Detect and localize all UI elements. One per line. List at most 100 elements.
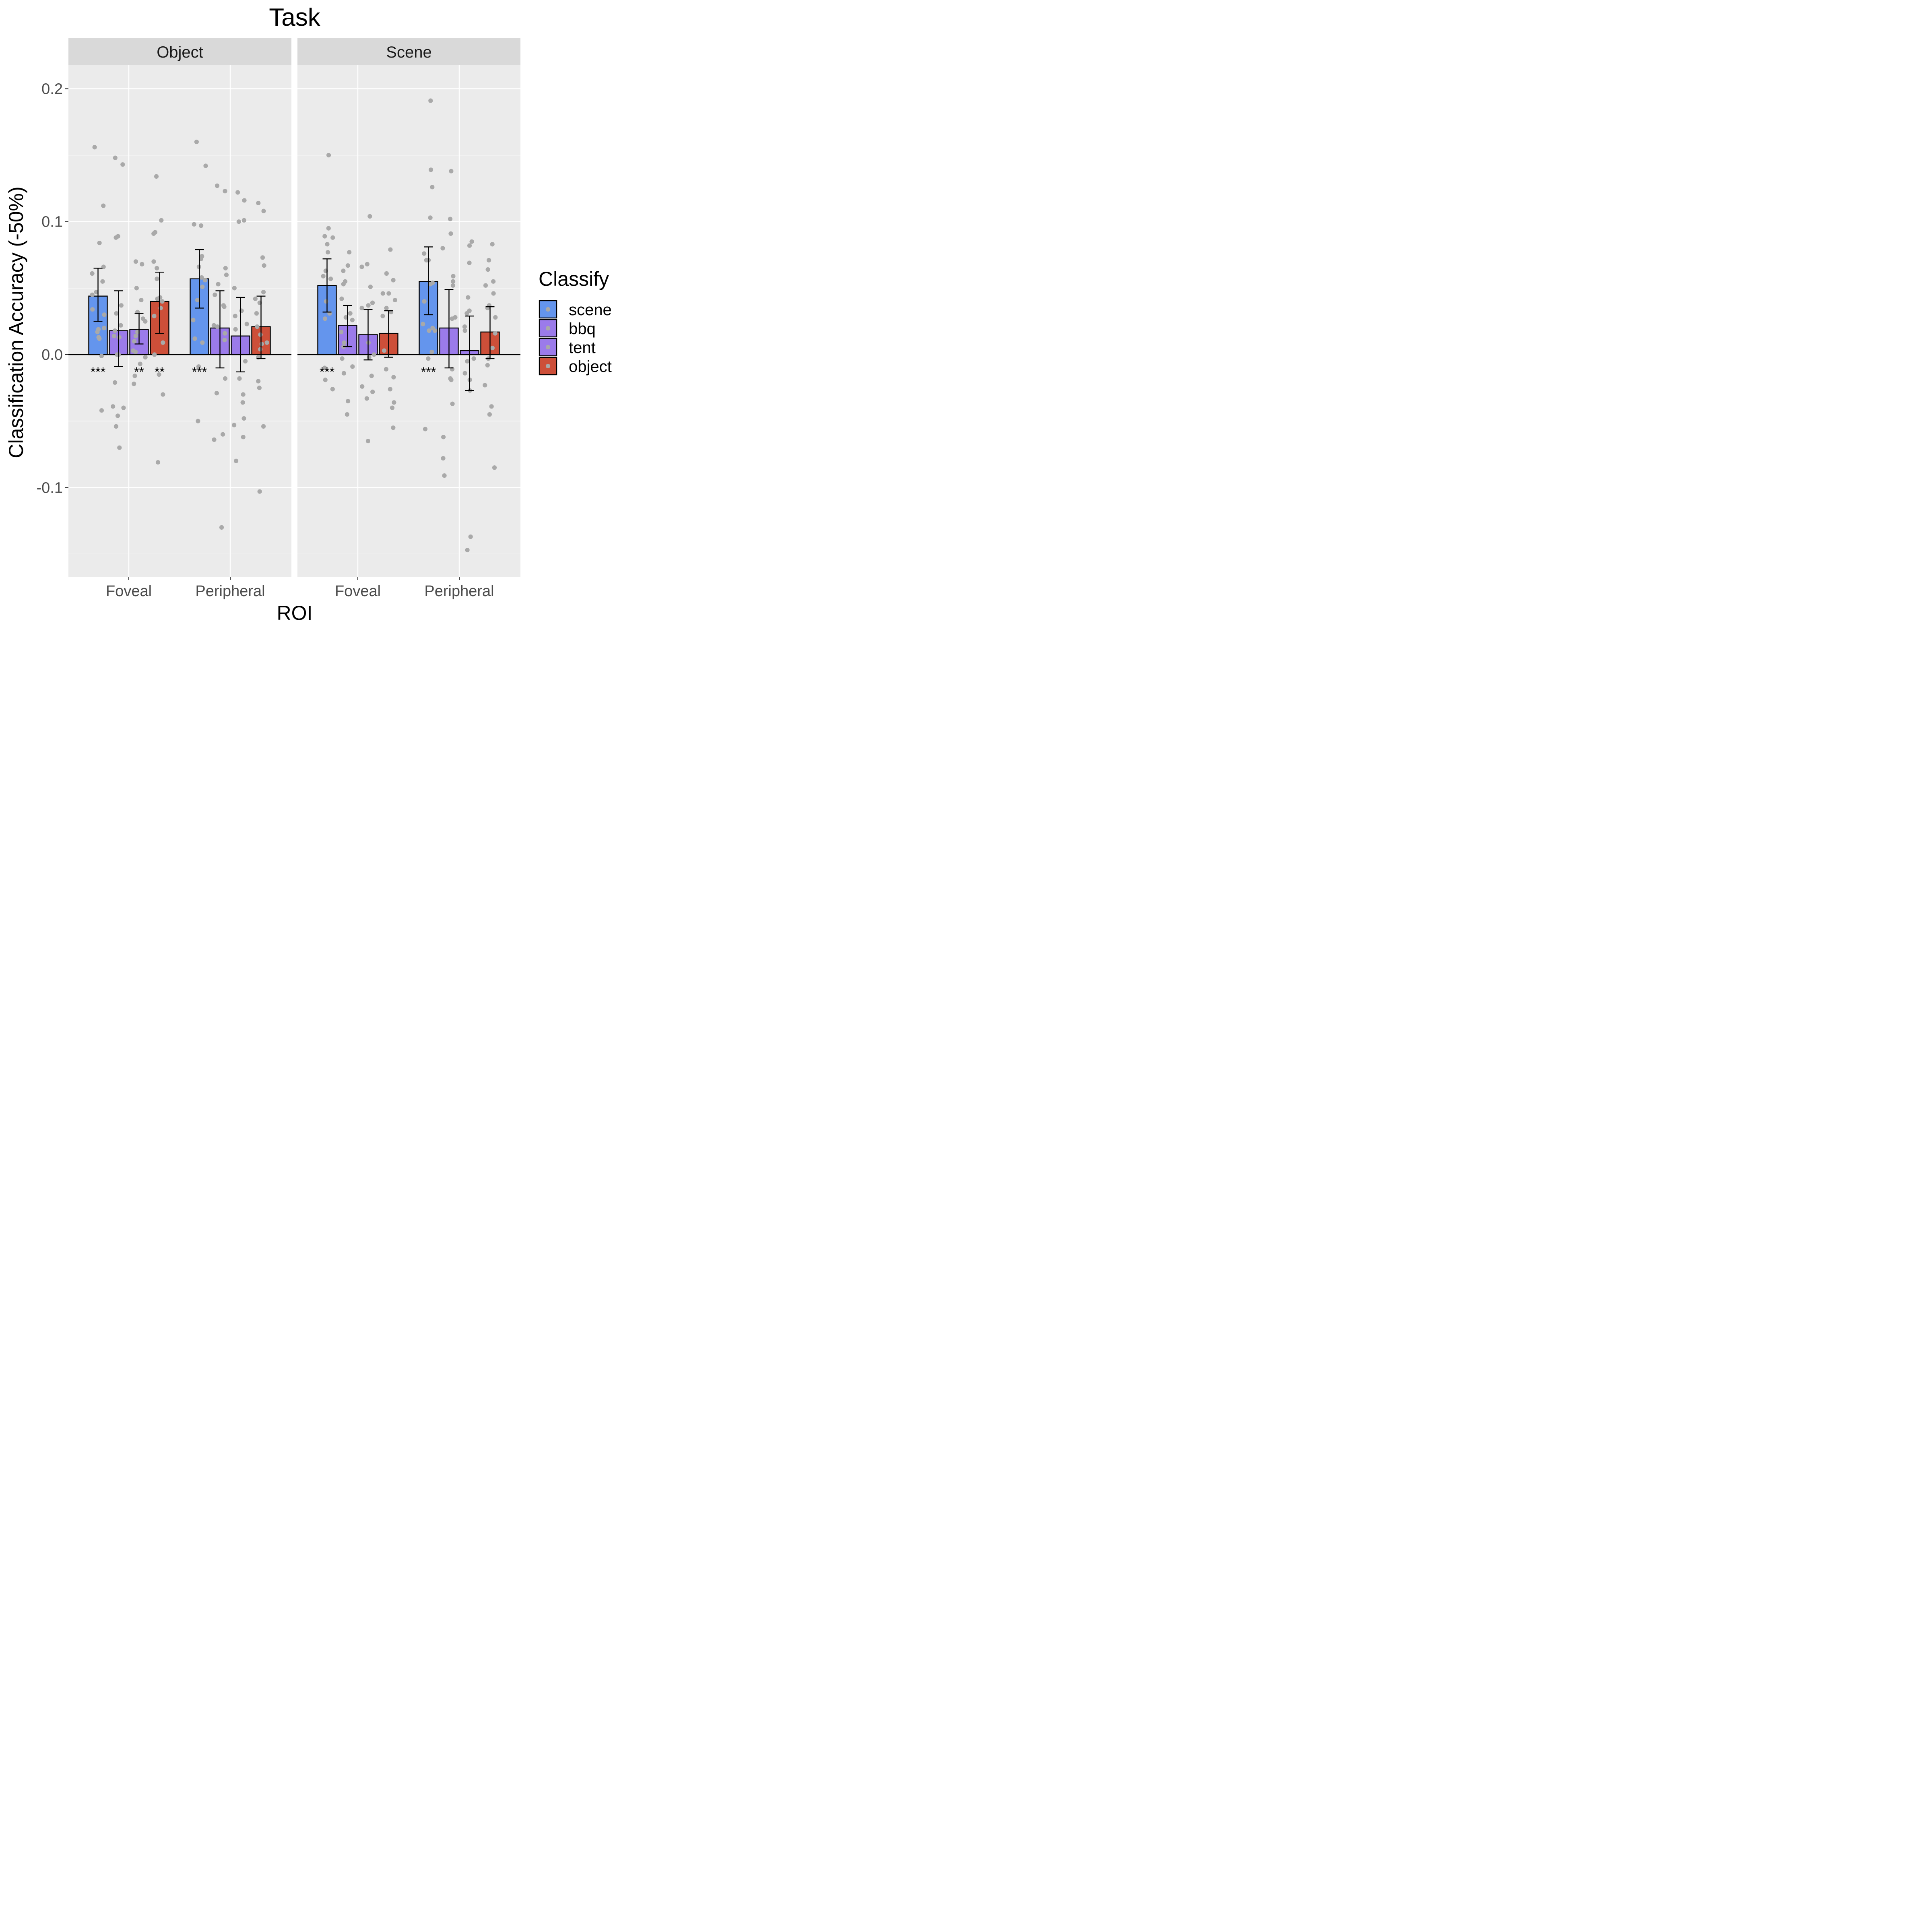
significance-label: ***	[421, 365, 436, 379]
data-point	[199, 275, 204, 280]
data-point	[448, 231, 453, 236]
data-point	[370, 389, 375, 394]
data-point	[211, 323, 216, 328]
data-point	[348, 311, 353, 316]
data-point	[155, 296, 160, 301]
data-point	[428, 167, 433, 172]
data-point	[367, 214, 372, 219]
facet-panels: Object*** ** ** ***Foveal PeripheralScene***…	[68, 38, 520, 600]
data-point	[326, 153, 331, 158]
data-point	[132, 339, 137, 344]
data-point	[322, 365, 327, 370]
data-point	[119, 303, 124, 308]
data-point	[243, 359, 248, 364]
data-point	[241, 392, 246, 397]
facet-strip-label: Scene	[386, 43, 431, 61]
data-point	[261, 290, 266, 295]
data-point	[233, 327, 238, 332]
data-point	[343, 315, 348, 320]
data-point	[427, 328, 431, 333]
data-point	[330, 387, 335, 392]
data-point	[491, 291, 496, 296]
data-point	[391, 425, 396, 430]
data-point	[261, 208, 266, 213]
data-point	[222, 304, 227, 309]
data-point	[242, 218, 246, 223]
data-point	[330, 235, 335, 240]
data-point	[117, 445, 122, 450]
data-point	[257, 385, 262, 390]
data-point	[236, 219, 241, 224]
data-point	[469, 239, 474, 244]
legend-label: object	[569, 358, 612, 376]
data-point	[369, 374, 374, 378]
data-point	[370, 300, 375, 305]
data-point	[90, 307, 95, 312]
data-point	[366, 303, 371, 308]
data-point	[391, 375, 396, 380]
data-point	[158, 305, 163, 310]
data-point	[117, 335, 122, 340]
data-point	[143, 319, 148, 324]
data-point	[114, 311, 119, 316]
chart-title: Task	[269, 4, 320, 31]
data-point	[237, 376, 242, 381]
data-point	[215, 324, 220, 329]
data-point	[115, 413, 120, 418]
data-point	[161, 392, 165, 397]
data-point	[202, 278, 208, 283]
data-point	[485, 267, 490, 272]
data-point	[450, 401, 455, 406]
significance-label: ***	[192, 365, 207, 379]
data-point	[422, 299, 427, 304]
data-point	[428, 215, 433, 220]
data-point	[133, 349, 138, 354]
data-point	[380, 291, 385, 296]
data-point	[192, 222, 196, 227]
data-point	[384, 305, 389, 310]
data-point	[157, 372, 161, 377]
data-point	[120, 162, 125, 167]
data-point	[388, 387, 392, 392]
data-point	[233, 458, 239, 463]
data-point	[198, 256, 204, 261]
data-point	[428, 98, 433, 103]
data-point	[159, 218, 164, 223]
data-point	[121, 405, 126, 410]
data-point	[258, 332, 263, 337]
data-point	[390, 405, 395, 410]
data-point	[232, 423, 237, 427]
data-point	[325, 242, 330, 247]
data-point	[223, 376, 228, 381]
data-point	[442, 473, 447, 478]
data-point	[192, 336, 197, 341]
significance-label: ***	[91, 365, 105, 379]
data-point	[133, 334, 138, 339]
data-point	[490, 242, 495, 247]
data-point	[466, 295, 471, 300]
data-point	[440, 246, 445, 251]
data-point	[492, 465, 497, 470]
data-point	[386, 291, 391, 296]
data-point	[203, 163, 208, 168]
data-point	[200, 340, 205, 345]
data-point	[100, 279, 105, 284]
x-tick-label: Foveal	[106, 583, 152, 600]
data-point	[258, 347, 263, 352]
significance-label: ***	[320, 365, 334, 379]
legend-key-point	[545, 363, 551, 369]
data-point	[345, 399, 351, 404]
data-point	[487, 412, 492, 417]
data-point	[191, 318, 196, 322]
data-point	[341, 268, 346, 273]
y-axis: 0.2 0.1 0.0 -0.1	[37, 80, 68, 496]
data-point	[326, 226, 331, 231]
data-point	[151, 259, 156, 264]
data-point	[432, 328, 438, 333]
facet-panel-scene: Scene *** *** Foveal Peripheral	[297, 38, 520, 600]
data-point	[359, 305, 364, 310]
data-point	[441, 456, 446, 461]
data-point	[194, 139, 199, 144]
data-point	[483, 383, 487, 388]
